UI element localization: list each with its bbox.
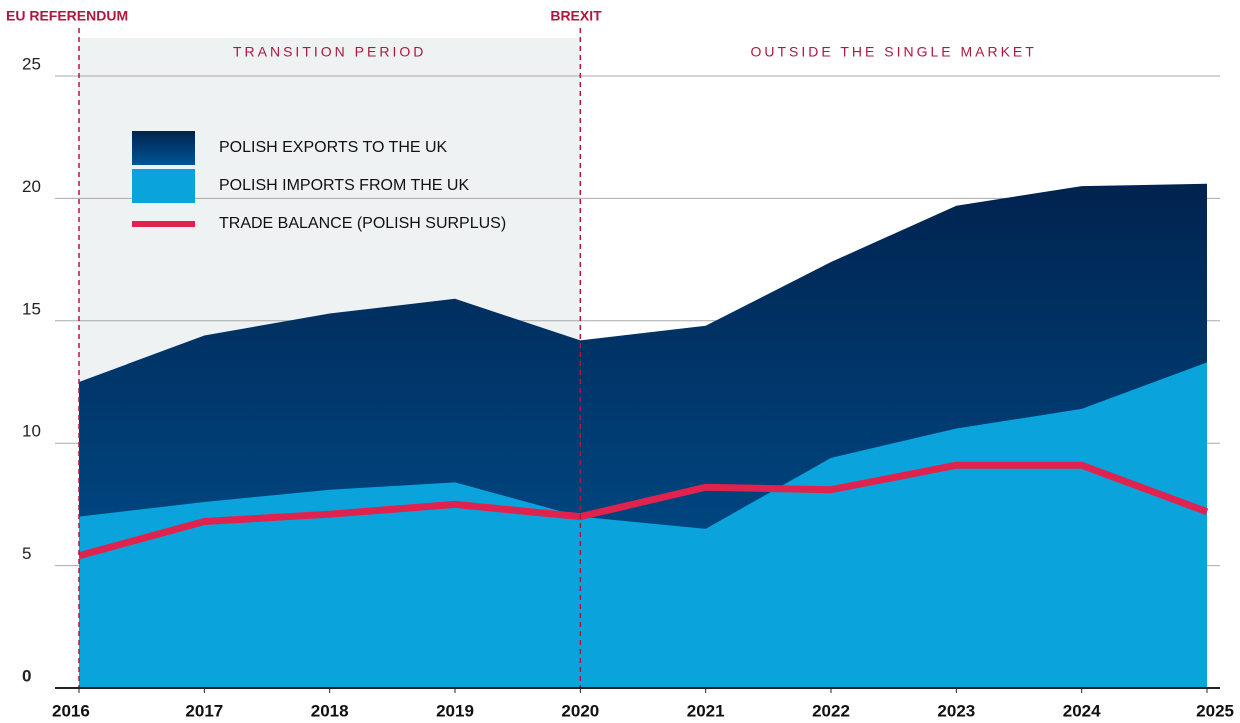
y-tick-label: 20 — [22, 177, 41, 196]
y-tick-label: 5 — [22, 544, 31, 563]
area — [79, 362, 1207, 688]
y-tick-label: 0 — [22, 666, 31, 685]
legend: POLISH EXPORTS TO THE UK POLISH IMPORTS F… — [132, 131, 506, 232]
x-tick-label: 2023 — [937, 701, 975, 720]
x-tick-label: 2022 — [812, 701, 850, 720]
x-tick-label: 2017 — [185, 701, 223, 720]
legend-label: POLISH IMPORTS FROM THE UK — [219, 177, 469, 194]
legend-swatch — [132, 169, 195, 203]
line — [78, 461, 1209, 560]
x-tick-label: 2016 — [52, 701, 90, 720]
x-tick-label: 2025 — [1196, 701, 1234, 720]
y-tick-label: 25 — [22, 54, 41, 73]
annotation-label: BREXIT — [550, 8, 602, 24]
legend-label: TRADE BALANCE (POLISH SURPLUS) — [219, 215, 506, 232]
y-tick-label: 15 — [22, 299, 41, 318]
period-label: TRANSITION PERIOD — [233, 44, 426, 60]
annotation-label: EU REFERENDUM — [6, 8, 128, 24]
period-label: OUTSIDE THE SINGLE MARKET — [750, 44, 1036, 60]
x-tick-label: 2019 — [436, 701, 474, 720]
legend-swatch — [132, 131, 195, 165]
legend-label: POLISH EXPORTS TO THE UK — [219, 139, 448, 156]
x-tick-label: 2024 — [1063, 701, 1101, 720]
x-tick-label: 2020 — [561, 701, 599, 720]
x-tick-label: 2018 — [311, 701, 349, 720]
y-tick-label: 10 — [22, 422, 41, 441]
x-tick-label: 2021 — [687, 701, 725, 720]
